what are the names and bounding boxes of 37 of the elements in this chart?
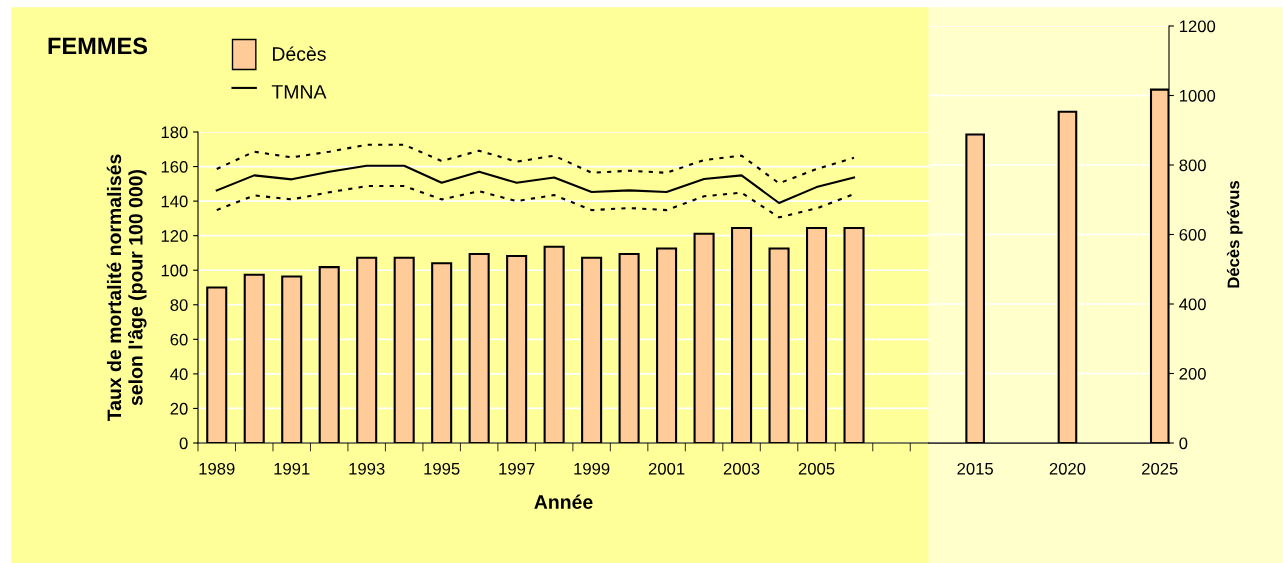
y-tick-label: 100 <box>161 264 188 277</box>
x-tick-label: 2001 <box>648 462 685 475</box>
y-tick-label: 0 <box>179 437 188 450</box>
line-series <box>215 143 856 185</box>
x-tick-label: 2003 <box>723 462 760 475</box>
y2-tick-label: 600 <box>1179 228 1206 241</box>
legend-label: Décès <box>272 46 326 61</box>
x-axis-title: Année <box>534 494 593 509</box>
x-tick-label: 1989 <box>199 462 235 475</box>
line-series <box>215 164 856 205</box>
y-tick-label: 80 <box>170 299 188 311</box>
chart-title: FEMMES <box>48 37 148 55</box>
y2-tick-label: 1000 <box>1179 89 1216 102</box>
x-tick-label: 1995 <box>424 462 460 475</box>
y2-tick-label: 800 <box>1179 159 1206 172</box>
y-tick-label: 40 <box>170 368 188 381</box>
y2-axis-title: Décès prévus <box>1226 180 1243 288</box>
x-tick-label: 2025 <box>1142 462 1178 475</box>
x-tick-label: 1997 <box>499 462 535 475</box>
x-tick-label: 2005 <box>798 462 835 475</box>
x-tick-label: 1993 <box>349 462 385 475</box>
legend-label: TMNA <box>271 85 327 99</box>
y2-tick-label: 400 <box>1179 298 1206 311</box>
y-tick-label: 120 <box>161 230 188 242</box>
y2-tick-label: 200 <box>1179 367 1206 380</box>
x-tick-label: 2020 <box>1049 462 1086 475</box>
y-axis-title: Taux de mortalité normalisés selon l'âge (pour 100 000) <box>106 154 147 422</box>
y-tick-label: 140 <box>161 195 188 208</box>
y-tick-label: 60 <box>170 333 188 346</box>
y-tick-label: 20 <box>170 402 188 415</box>
x-tick-label: 2015 <box>957 462 993 475</box>
y-tick-label: 160 <box>161 160 188 173</box>
x-tick-label: 1991 <box>274 462 310 475</box>
y-tick-label: 180 <box>161 126 188 139</box>
y2-tick-label: 0 <box>1179 437 1188 450</box>
x-tick-label: 1999 <box>574 462 610 475</box>
y2-tick-label: 1200 <box>1179 20 1216 33</box>
